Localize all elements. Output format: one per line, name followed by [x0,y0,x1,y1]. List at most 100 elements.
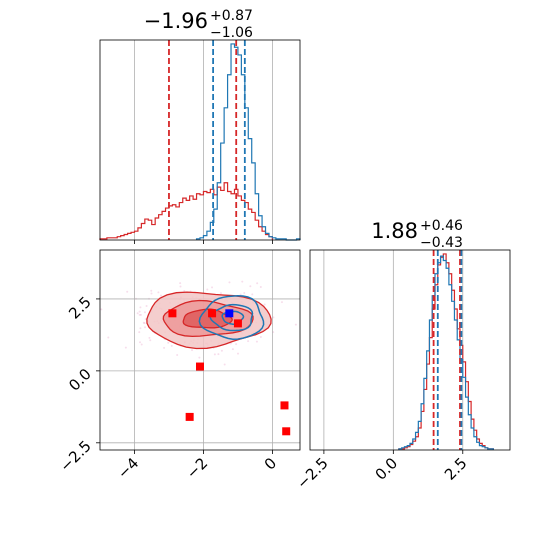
sample-dot [191,349,194,352]
sample-dot [280,301,283,304]
sample-dot [167,341,170,344]
grid-lines [100,250,300,450]
title-value: −1.96 [144,9,208,33]
sample-dot [213,353,216,356]
sample-dot [139,306,142,309]
sample-dot [217,353,220,356]
red-square-marker [196,362,204,371]
sample-dot [239,293,242,296]
grid-lines [134,40,273,240]
sample-dot [170,344,173,347]
marker-points [168,309,291,436]
x-tick-label: −2.5 [293,454,331,492]
sample-dot [237,352,240,355]
blue-contour-line [209,303,254,332]
marginal-histogram-param1: −1.96 +0.87 −1.06 [99,8,301,244]
x-ticks: −4 −2 0 [114,450,280,482]
y-tick-label: 0.0 [65,365,95,395]
sample-dot [247,340,250,343]
x-tick-label: 0.0 [372,454,402,484]
sample-dot [126,290,129,293]
sample-dot [256,282,259,285]
x-tick-label: −2 [183,454,211,482]
y-ticks: −2.5 0.0 2.5 [56,293,100,475]
axes-frame [309,249,511,451]
sample-dot [176,354,179,357]
sample-dot [219,292,222,295]
sample-dot [150,289,153,292]
sample-dot [183,290,186,293]
red-square-marker [185,412,194,421]
blue-histogram [398,255,494,450]
sample-dot [150,292,153,295]
x-tick-label: −4 [114,454,142,482]
sample-dot [241,280,244,283]
red-square-marker [280,401,289,410]
red-histogram [398,253,494,450]
sample-dot [272,316,275,319]
title-lower-error: −1.06 [210,25,253,41]
sample-dot [145,304,148,307]
axes-frame [99,249,301,451]
title-upper-error: +0.46 [420,218,463,234]
sample-dot [179,285,182,288]
sample-dot [144,318,147,321]
sample-dot [255,340,258,343]
sample-dot [251,293,254,296]
sample-dot [142,321,145,324]
joint-density-scatter: −4 −2 0 −2.5 0.0 2.5 [56,249,301,482]
sample-dot [143,311,146,314]
quantile-lines [168,40,246,240]
sample-dot [107,336,110,339]
red-square-marker [208,309,217,318]
sample-dot [179,282,182,285]
sample-dot [220,349,223,352]
title-lower-error: −0.43 [420,235,463,251]
axes-frame [99,39,301,241]
sample-dot [144,326,147,329]
sample-dot [139,313,142,316]
y-tick-label: −2.5 [56,437,94,475]
y-tick-label: 2.5 [65,293,95,323]
sample-dot [138,313,141,316]
sample-dot [159,294,162,297]
sample-dot [206,288,209,291]
x-tick-label: 0 [261,454,280,473]
sample-dot [231,348,234,351]
sample-dot [163,346,166,349]
x-tick-label: 2.5 [441,454,471,484]
sample-dot [149,339,152,342]
red-histogram-series [99,182,274,240]
sample-dot [249,285,252,288]
red-contour-fill [183,309,233,328]
sample-dot [143,322,146,325]
blue-square-marker [225,309,234,318]
sample-dot [259,286,262,289]
sample-dot [138,310,141,313]
red-histogram [99,182,274,240]
red-histogram-series [398,253,494,450]
blue-histogram [195,43,301,241]
sample-dot [259,336,262,339]
sample-dot [263,303,266,306]
marginal-histogram-param2: −2.5 0.0 2.5 1.88 +0.46 −0.43 [293,218,511,493]
blue-contour-line [198,295,265,340]
sample-dot [198,356,201,359]
sample-dot [136,312,139,315]
quantile-lines [432,250,463,450]
red-square-marker [233,319,242,328]
title-upper-error: +0.87 [210,8,253,24]
sample-dot [148,336,151,339]
sample-dot [243,292,246,295]
sample-dot [294,323,297,326]
x-ticks [134,240,273,244]
sample-dot [138,341,141,344]
sample-dot [211,286,214,289]
sample-dot [140,343,143,346]
sample-dot [235,343,238,346]
sample-dot [138,331,141,334]
grid-lines [323,250,464,450]
sample-dot [223,363,226,366]
x-ticks: −2.5 0.0 2.5 [293,450,471,493]
